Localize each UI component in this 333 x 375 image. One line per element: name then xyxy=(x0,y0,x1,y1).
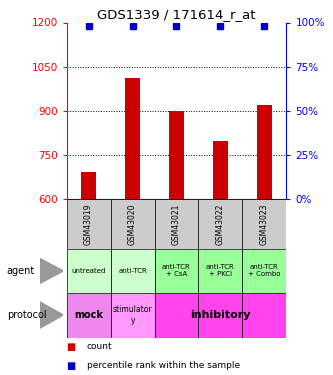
Bar xyxy=(213,141,228,199)
Text: GSM43021: GSM43021 xyxy=(172,203,181,245)
Bar xyxy=(198,249,242,292)
Bar xyxy=(67,249,111,292)
Polygon shape xyxy=(40,258,63,284)
Text: protocol: protocol xyxy=(7,310,46,320)
Bar xyxy=(155,292,198,338)
Text: ■: ■ xyxy=(67,342,76,352)
Bar xyxy=(81,172,96,199)
Bar xyxy=(67,199,111,249)
Bar xyxy=(242,199,286,249)
Text: agent: agent xyxy=(7,266,35,276)
Text: GSM43020: GSM43020 xyxy=(128,203,137,245)
Bar xyxy=(67,292,111,338)
Bar xyxy=(111,199,155,249)
Text: GSM43022: GSM43022 xyxy=(216,203,225,245)
Bar xyxy=(198,199,242,249)
Text: percentile rank within the sample: percentile rank within the sample xyxy=(87,361,240,370)
Bar xyxy=(242,292,286,338)
Bar xyxy=(155,249,198,292)
Text: inhibitory: inhibitory xyxy=(190,310,251,320)
Bar xyxy=(242,249,286,292)
Bar xyxy=(111,249,155,292)
Bar xyxy=(111,292,155,338)
Text: anti-TCR
+ Combo: anti-TCR + Combo xyxy=(248,264,281,278)
Title: GDS1339 / 171614_r_at: GDS1339 / 171614_r_at xyxy=(97,8,256,21)
Text: anti-TCR: anti-TCR xyxy=(118,268,147,274)
Text: mock: mock xyxy=(74,310,103,320)
Bar xyxy=(125,78,140,199)
Text: GSM43023: GSM43023 xyxy=(260,203,269,245)
Bar xyxy=(198,292,242,338)
Polygon shape xyxy=(40,302,63,328)
Text: GSM43019: GSM43019 xyxy=(84,203,93,245)
Bar xyxy=(257,105,272,199)
Bar xyxy=(169,111,184,199)
Text: count: count xyxy=(87,342,112,351)
Text: ■: ■ xyxy=(67,361,76,370)
Text: untreated: untreated xyxy=(71,268,106,274)
Text: stimulator
y: stimulator y xyxy=(113,305,152,325)
Text: anti-TCR
+ PKCi: anti-TCR + PKCi xyxy=(206,264,235,278)
Bar xyxy=(155,199,198,249)
Text: anti-TCR
+ CsA: anti-TCR + CsA xyxy=(162,264,191,278)
